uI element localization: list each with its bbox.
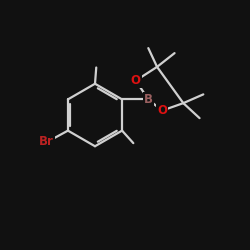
- Text: Br: Br: [39, 136, 54, 148]
- Text: O: O: [131, 74, 141, 87]
- Text: B: B: [144, 93, 153, 106]
- Text: O: O: [157, 104, 167, 117]
